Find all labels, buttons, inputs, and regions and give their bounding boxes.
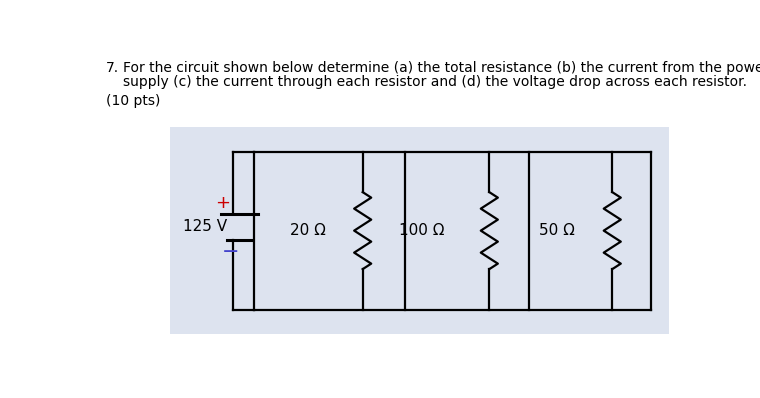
Text: −: − — [221, 242, 239, 262]
Text: 20 Ω: 20 Ω — [290, 223, 325, 238]
Text: 125 V: 125 V — [182, 219, 226, 234]
Text: (10 pts): (10 pts) — [106, 94, 160, 108]
Bar — [170, 127, 669, 334]
Text: For the circuit shown below determine (a) the total resistance (b) the current f: For the circuit shown below determine (a… — [123, 61, 760, 75]
Text: 50 Ω: 50 Ω — [539, 223, 575, 238]
Text: +: + — [215, 194, 230, 212]
Text: supply (c) the current through each resistor and (d) the voltage drop across eac: supply (c) the current through each resi… — [123, 75, 747, 89]
Text: 7.: 7. — [106, 61, 119, 75]
Text: 100 Ω: 100 Ω — [399, 223, 445, 238]
